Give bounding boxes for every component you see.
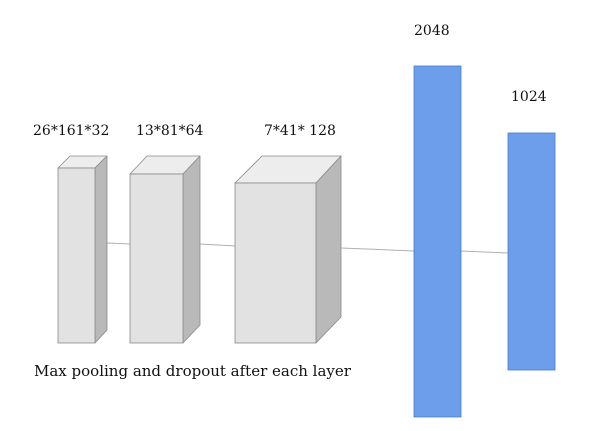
dense-block-2 [507, 132, 556, 371]
conv-block-1-front [57, 167, 96, 344]
conv-block-3 [234, 155, 342, 344]
conv-layer-1-dimensions: 26*161*32 [33, 123, 110, 139]
conv-block-2-side [182, 155, 201, 344]
conv-block-2-front [129, 173, 184, 344]
connectors [106, 242, 509, 254]
diagram-caption: Max pooling and dropout after each layer [34, 362, 351, 380]
conv-block-1-side [94, 155, 108, 344]
conv-layer-3-dimensions: 7*41* 128 [264, 123, 336, 139]
connector-1-2 [106, 242, 132, 245]
dense-layer-2-size: 1024 [511, 89, 547, 105]
dense-block-1 [413, 65, 462, 418]
dense-layer-1-size: 2048 [414, 23, 450, 39]
conv-block-1 [57, 155, 108, 344]
connector-2-3 [199, 243, 237, 247]
connector-3-4 [340, 247, 415, 252]
conv-layer-2-dimensions: 13*81*64 [136, 123, 204, 139]
conv-block-3-front [234, 182, 317, 344]
conv-block-3-side [315, 155, 342, 344]
connector-4-5 [460, 250, 509, 254]
conv-block-2 [129, 155, 201, 344]
